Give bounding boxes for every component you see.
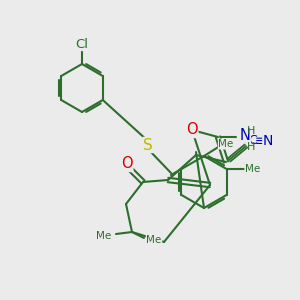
Text: S: S <box>143 137 153 152</box>
Text: Me: Me <box>245 164 260 174</box>
Text: Me: Me <box>96 231 112 241</box>
Text: O: O <box>121 157 133 172</box>
Text: Me: Me <box>218 139 234 149</box>
Text: H: H <box>247 142 255 152</box>
Text: Me: Me <box>146 235 162 245</box>
Text: N: N <box>263 134 273 148</box>
Text: ≡: ≡ <box>255 134 265 148</box>
Text: Cl: Cl <box>76 38 88 50</box>
Text: N: N <box>240 128 250 142</box>
Text: C: C <box>249 134 257 148</box>
Text: H: H <box>247 126 255 136</box>
Text: O: O <box>186 122 198 137</box>
